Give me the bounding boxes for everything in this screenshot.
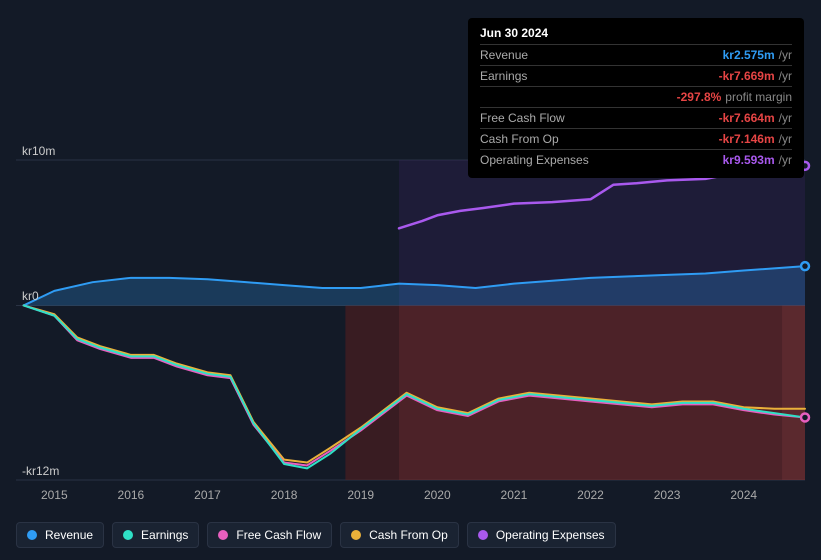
tooltip-row: Cash From Op -kr7.146m/yr	[480, 128, 792, 149]
legend-label: Revenue	[45, 528, 93, 542]
x-axis-label: 2023	[654, 488, 681, 502]
legend-item-earnings[interactable]: Earnings	[112, 522, 199, 548]
tooltip-metric-label: Cash From Op	[480, 132, 590, 146]
tooltip-metric-value: -297.8%profit margin	[677, 90, 792, 104]
tooltip-metric-label: Free Cash Flow	[480, 111, 590, 125]
tooltip-metric-value: -kr7.146m/yr	[719, 132, 792, 146]
x-axis-label: 2018	[271, 488, 298, 502]
legend-item-revenue[interactable]: Revenue	[16, 522, 104, 548]
legend-item-free-cash-flow[interactable]: Free Cash Flow	[207, 522, 332, 548]
tooltip-metric-label	[480, 90, 590, 104]
tooltip-metric-value: kr9.593m/yr	[723, 153, 792, 167]
legend-label: Operating Expenses	[496, 528, 605, 542]
chart-svg	[16, 160, 805, 480]
y-axis-label: kr10m	[22, 144, 55, 158]
tooltip-row: Earnings -kr7.669m/yr	[480, 65, 792, 86]
legend-label: Cash From Op	[369, 528, 448, 542]
tooltip-row: Free Cash Flow -kr7.664m/yr	[480, 107, 792, 128]
tooltip-date: Jun 30 2024	[480, 26, 792, 44]
legend-dot-icon	[351, 530, 361, 540]
tooltip-row: Revenue kr2.575m/yr	[480, 44, 792, 65]
x-axis-label: 2019	[347, 488, 374, 502]
tooltip-metric-value: -kr7.669m/yr	[719, 69, 792, 83]
data-tooltip: Jun 30 2024 Revenue kr2.575m/yr Earnings…	[468, 18, 804, 178]
tooltip-row: -297.8%profit margin	[480, 86, 792, 107]
x-axis-label: 2020	[424, 488, 451, 502]
legend-item-operating-expenses[interactable]: Operating Expenses	[467, 522, 616, 548]
legend-dot-icon	[218, 530, 228, 540]
chart-legend: Revenue Earnings Free Cash Flow Cash Fro…	[16, 522, 616, 548]
legend-item-cash-from-op[interactable]: Cash From Op	[340, 522, 459, 548]
x-axis-label: 2024	[730, 488, 757, 502]
tooltip-metric-label: Operating Expenses	[480, 153, 590, 167]
y-axis-label: -kr12m	[22, 464, 59, 478]
legend-dot-icon	[123, 530, 133, 540]
y-axis-label: kr0	[22, 289, 39, 303]
tooltip-row: Operating Expenses kr9.593m/yr	[480, 149, 792, 170]
legend-label: Free Cash Flow	[236, 528, 321, 542]
tooltip-metric-value: -kr7.664m/yr	[719, 111, 792, 125]
x-axis-label: 2022	[577, 488, 604, 502]
x-axis-label: 2015	[41, 488, 68, 502]
tooltip-metric-label: Earnings	[480, 69, 590, 83]
legend-dot-icon	[27, 530, 37, 540]
x-axis-label: 2016	[118, 488, 145, 502]
tooltip-metric-value: kr2.575m/yr	[723, 48, 792, 62]
legend-dot-icon	[478, 530, 488, 540]
tooltip-metric-label: Revenue	[480, 48, 590, 62]
financials-chart	[16, 160, 805, 480]
legend-label: Earnings	[141, 528, 188, 542]
x-axis-label: 2021	[501, 488, 528, 502]
x-axis-label: 2017	[194, 488, 221, 502]
